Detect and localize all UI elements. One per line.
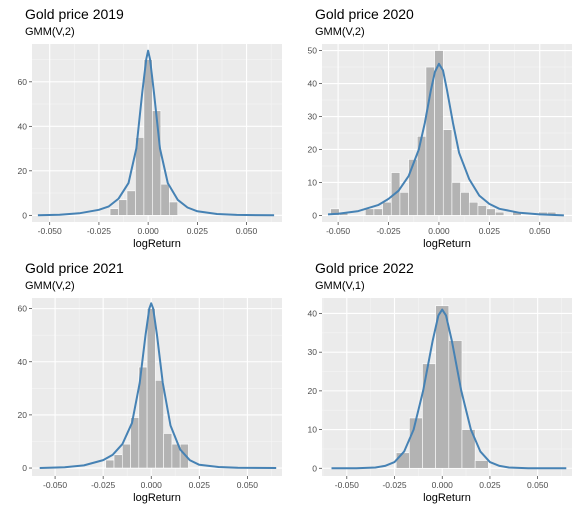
y-tick-label: 30 bbox=[308, 347, 318, 357]
histogram-bar bbox=[113, 454, 123, 469]
histogram-bar bbox=[461, 429, 476, 469]
histogram-bar bbox=[160, 183, 170, 216]
chart-subtitle: GMM(V,2) bbox=[25, 26, 75, 38]
histogram-bar bbox=[382, 201, 392, 216]
y-tick-label: 0 bbox=[312, 210, 317, 220]
x-tick-label: -0.025 bbox=[87, 226, 111, 236]
x-tick-label: 0.000 bbox=[138, 226, 160, 236]
y-tick-label: 0 bbox=[22, 463, 27, 473]
density-curve bbox=[331, 308, 567, 470]
histogram-bar bbox=[163, 433, 173, 469]
chart-svg: -0.050 -0.025 0.000 0.025 0.050 0 20 40 60 logRet… bbox=[18, 298, 282, 504]
histogram-bar bbox=[146, 308, 156, 469]
x-tick-label: -0.050 bbox=[326, 226, 350, 236]
y-tick-label: 10 bbox=[308, 425, 318, 435]
x-tick-label: 0.050 bbox=[527, 480, 549, 490]
chart-svg: -0.050 -0.025 0.000 0.025 0.050 0 10 20 30 40 logR… bbox=[308, 298, 572, 504]
density-curve bbox=[39, 302, 277, 469]
histogram-bar bbox=[442, 129, 453, 216]
x-axis-title: logReturn bbox=[133, 492, 181, 504]
x-tick-label: 0.050 bbox=[529, 226, 551, 236]
y-tick-label: 50 bbox=[308, 46, 318, 56]
histogram-bar bbox=[494, 211, 505, 216]
chart-svg: -0.050 -0.025 0.000 0.025 0.050 0 10 20 30 40 50 lo… bbox=[308, 44, 572, 250]
histogram-bar bbox=[451, 182, 461, 216]
chart-panel-2019: Gold price 2019 GMM(V,2) -0.050 -0.025 0.0… bbox=[0, 0, 290, 254]
histogram-bar bbox=[474, 460, 489, 469]
x-tick-label: -0.050 bbox=[43, 480, 67, 490]
histogram-bar bbox=[434, 50, 444, 216]
y-tick-label: 20 bbox=[308, 144, 318, 154]
histogram-bar bbox=[179, 443, 189, 469]
x-tick-label: 0.025 bbox=[189, 480, 211, 490]
chart-panel-2021: Gold price 2021 GMM(V,2) -0.050 -0.025 0.0… bbox=[0, 254, 290, 508]
x-tick-label: 0.000 bbox=[428, 226, 450, 236]
histogram-bar bbox=[126, 190, 136, 216]
y-tick-label: 40 bbox=[308, 79, 318, 89]
histogram-bar bbox=[364, 208, 375, 216]
y-tick-label: 40 bbox=[18, 121, 28, 131]
x-tick-label: 0.050 bbox=[237, 480, 259, 490]
histogram-bar bbox=[169, 201, 179, 216]
x-tick-label: 0.025 bbox=[479, 480, 501, 490]
x-tick-label: -0.025 bbox=[91, 480, 115, 490]
chart-title: Gold price 2020 bbox=[315, 6, 414, 22]
x-tick-label: -0.050 bbox=[38, 226, 62, 236]
histogram-bar bbox=[121, 443, 131, 469]
chart-svg: -0.050 -0.025 0.000 0.025 0.050 0 20 40 60 logRet… bbox=[18, 44, 282, 250]
chart-title: Gold price 2022 bbox=[315, 260, 414, 276]
x-tick-label: 0.025 bbox=[187, 226, 209, 236]
x-tick-label: 0.050 bbox=[236, 226, 258, 236]
histogram-bar bbox=[373, 208, 383, 216]
chart-panel-2020: Gold price 2020 GMM(V,2) -0.050 -0.025 0.0… bbox=[290, 0, 580, 254]
histogram-bar bbox=[460, 192, 470, 216]
histogram-bar bbox=[468, 201, 479, 216]
chart-subtitle: GMM(V,2) bbox=[315, 26, 365, 38]
chart-title: Gold price 2019 bbox=[25, 6, 124, 22]
y-tick-label: 60 bbox=[18, 304, 28, 314]
histogram-bar bbox=[395, 452, 410, 469]
x-tick-label: -0.025 bbox=[376, 226, 400, 236]
y-tick-label: 0 bbox=[312, 463, 317, 473]
chart-subtitle: GMM(V,1) bbox=[315, 280, 365, 292]
x-tick-label: -0.050 bbox=[335, 480, 359, 490]
x-axis-title: logReturn bbox=[423, 492, 471, 504]
histogram-bar bbox=[155, 380, 164, 469]
histogram-bar bbox=[408, 159, 418, 216]
histogram-bar bbox=[435, 305, 450, 469]
chart-panel-2022: Gold price 2022 GMM(V,1) -0.050 -0.025 0.0… bbox=[290, 254, 580, 508]
histogram-bar bbox=[105, 459, 115, 469]
y-tick-label: 40 bbox=[308, 308, 318, 318]
density-curve bbox=[327, 62, 564, 217]
y-tick-label: 20 bbox=[308, 386, 318, 396]
x-tick-label: 0.000 bbox=[432, 480, 454, 490]
chart-subtitle: GMM(V,2) bbox=[25, 280, 75, 292]
y-tick-label: 20 bbox=[18, 410, 28, 420]
histogram-bar bbox=[477, 205, 487, 216]
x-axis-title: logReturn bbox=[423, 238, 471, 250]
histogram-bar bbox=[486, 208, 496, 216]
y-tick-label: 0 bbox=[22, 210, 27, 220]
y-tick-label: 20 bbox=[18, 166, 28, 176]
chart-title: Gold price 2021 bbox=[25, 260, 124, 276]
y-tick-label: 10 bbox=[308, 177, 318, 187]
histogram-bar bbox=[409, 417, 423, 469]
y-tick-label: 60 bbox=[18, 77, 28, 87]
density-curve bbox=[37, 49, 275, 217]
histogram-bar bbox=[399, 192, 409, 216]
x-tick-label: -0.025 bbox=[382, 480, 406, 490]
x-axis-title: logReturn bbox=[133, 238, 181, 250]
x-tick-label: 0.025 bbox=[479, 226, 501, 236]
x-tick-label: 0.000 bbox=[141, 480, 163, 490]
y-tick-label: 40 bbox=[18, 357, 28, 367]
y-tick-label: 30 bbox=[308, 112, 318, 122]
histogram-bar bbox=[118, 199, 128, 216]
histogram-bar bbox=[143, 59, 153, 216]
histogram-bar bbox=[109, 208, 119, 216]
